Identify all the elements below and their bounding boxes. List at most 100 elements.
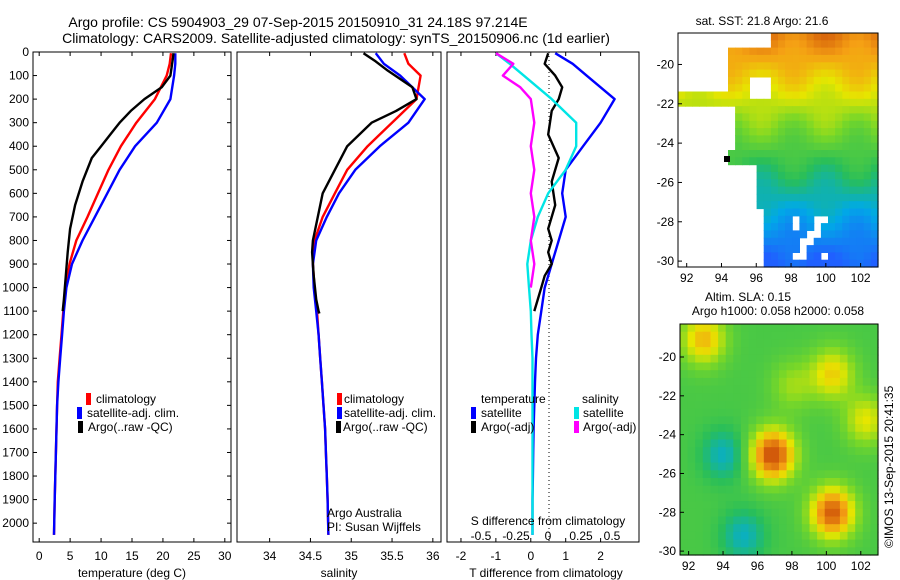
sla-cell xyxy=(847,385,856,394)
title-line-1: Argo profile: CS 5904903_29 07-Sep-2015 … xyxy=(68,14,527,30)
sst-cell xyxy=(849,208,858,217)
sla-cell xyxy=(748,439,757,448)
sla-cell xyxy=(756,447,765,456)
sst-cell xyxy=(863,40,872,49)
sla-cell xyxy=(740,370,750,379)
sla-cell xyxy=(794,385,803,394)
sla-cell xyxy=(862,424,871,433)
sla-cell xyxy=(817,347,826,356)
sla-cell xyxy=(786,462,795,471)
sst-cell xyxy=(813,208,822,217)
sst-cell xyxy=(770,215,779,224)
sst-cell xyxy=(799,98,808,107)
sla-cell xyxy=(779,501,788,510)
sst-cell xyxy=(770,223,779,231)
sla-cell xyxy=(862,547,871,556)
sla-cell xyxy=(725,393,734,402)
sla-cell xyxy=(779,531,788,541)
sla-cell xyxy=(771,377,780,387)
sla-cell xyxy=(763,331,772,340)
sst-cell xyxy=(828,215,836,224)
sla-cell xyxy=(756,354,765,364)
sst-cell xyxy=(785,193,793,202)
sla-cell xyxy=(687,408,696,417)
sla-cell xyxy=(855,354,864,364)
sla-map-title-2: Argo h1000: 0.058 h2000: 0.058 xyxy=(692,304,864,318)
sst-cell xyxy=(870,259,879,268)
sst-cell xyxy=(778,47,786,56)
sla-cell xyxy=(870,424,879,433)
sla-cell xyxy=(794,478,803,487)
sla-cell xyxy=(847,447,856,456)
sla-cell xyxy=(839,508,849,518)
sla-cell xyxy=(771,454,780,464)
sst-cell xyxy=(756,47,765,56)
sst-cell xyxy=(806,113,815,122)
sla-cell xyxy=(733,462,742,471)
sla-cell xyxy=(725,524,734,533)
s-tick-label: 0 xyxy=(545,529,552,543)
sst-cell xyxy=(870,215,879,224)
sla-cell xyxy=(839,377,849,387)
sla-cell xyxy=(680,508,689,518)
sla-cell xyxy=(794,508,803,518)
legend-salinity-heading: salinity xyxy=(582,392,619,406)
sla-cell xyxy=(832,439,841,448)
sst-cell xyxy=(778,91,786,100)
sla-cell xyxy=(779,462,788,471)
sla-cell xyxy=(718,447,727,456)
sst-cell xyxy=(856,237,865,246)
sst-cell xyxy=(785,150,793,158)
sla-cell xyxy=(733,539,742,548)
sla-cell xyxy=(771,416,780,425)
sla-cell xyxy=(710,377,719,387)
sst-cell xyxy=(813,179,822,188)
sla-cell xyxy=(832,362,841,371)
sla-cell xyxy=(756,416,765,425)
sla-cell xyxy=(809,501,818,510)
sst-cell xyxy=(756,179,765,188)
sla-cell xyxy=(718,401,727,410)
sla-cell xyxy=(680,447,689,456)
sla-cell xyxy=(779,339,788,348)
sst-cell xyxy=(778,98,786,107)
sst-cell xyxy=(820,113,829,122)
sla-cell xyxy=(725,424,734,433)
sst-cell xyxy=(828,208,836,217)
sla-cell xyxy=(786,439,795,448)
sla-cell xyxy=(870,393,879,402)
sla-cell xyxy=(870,362,879,371)
sla-cell xyxy=(839,439,849,448)
sst-cell xyxy=(770,135,779,144)
sla-cell xyxy=(809,470,818,479)
sla-cell xyxy=(740,485,750,494)
sla-cell xyxy=(771,339,780,348)
sla-cell xyxy=(680,339,689,348)
sla-cell xyxy=(771,524,780,533)
sla-cell xyxy=(839,424,849,433)
sla-cell xyxy=(687,339,696,348)
sst-cell xyxy=(856,215,865,224)
sla-cell xyxy=(824,370,833,379)
sst-cell xyxy=(806,201,815,210)
sla-cell xyxy=(824,539,833,548)
sla-cell xyxy=(748,324,757,333)
sla-cell xyxy=(862,431,871,441)
sla-cell xyxy=(786,347,795,356)
sst-cell xyxy=(763,150,772,158)
sst-cell xyxy=(770,150,779,158)
lon-tick-label: 98 xyxy=(785,559,799,573)
sla-cell xyxy=(839,485,849,494)
sst-cell xyxy=(863,76,872,85)
sst-cell xyxy=(799,215,808,224)
s-difference-label: S difference from climatology xyxy=(471,514,626,528)
legend-t-sat-label: satellite xyxy=(481,406,522,420)
sla-cell xyxy=(687,454,696,464)
sla-cell xyxy=(824,416,833,425)
sst-cell xyxy=(756,171,765,180)
sst-cell xyxy=(763,237,772,246)
sla-cell xyxy=(786,370,795,379)
sst-cell xyxy=(756,157,765,166)
sla-cell xyxy=(855,362,864,371)
sla-cell xyxy=(779,447,788,456)
